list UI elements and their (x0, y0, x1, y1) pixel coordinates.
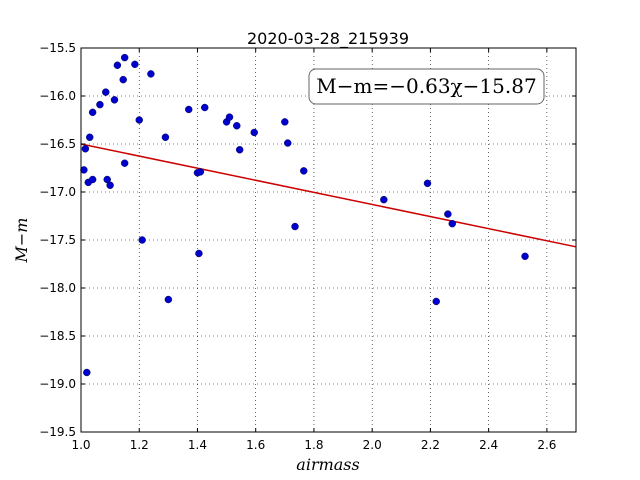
x-tick-label: 2.4 (479, 438, 498, 452)
data-point (195, 249, 203, 258)
data-point (448, 219, 456, 228)
x-tick-label: 1.6 (246, 438, 265, 452)
data-point (96, 100, 104, 109)
x-tick-label: 2.6 (537, 438, 556, 452)
data-point (281, 118, 289, 126)
data-points (80, 53, 529, 377)
data-point (88, 108, 97, 117)
data-point (83, 368, 91, 377)
data-point (201, 103, 209, 112)
data-point (86, 133, 94, 141)
data-point (250, 128, 258, 137)
data-point (120, 159, 129, 167)
data-point (119, 75, 127, 84)
x-tick-label: 1.4 (188, 438, 207, 452)
x-tick-label: 2.0 (363, 438, 382, 452)
y-tick-label: −18.0 (39, 281, 76, 295)
y-tick-label: −16.5 (39, 137, 76, 151)
data-point (138, 236, 146, 244)
fit-equation: M−m=−0.63χ−15.87 (316, 74, 536, 98)
data-point (196, 168, 205, 176)
data-point (120, 53, 129, 62)
x-tick-label: 1.0 (71, 438, 90, 452)
data-point (110, 96, 119, 104)
data-point (135, 116, 143, 124)
data-point (233, 122, 241, 130)
y-axis-label: M−m (12, 218, 31, 264)
data-point (80, 166, 88, 174)
y-tick-label: −16.0 (39, 89, 76, 103)
y-tick-label: −19.0 (39, 377, 76, 391)
x-axis-label: airmass (296, 455, 359, 474)
equation-box-frame (308, 68, 545, 105)
chart-title: 2020-03-28_215939 (247, 29, 409, 49)
data-point (291, 222, 299, 231)
fit-equation-box: M−m=−0.63χ−15.87 (308, 68, 545, 105)
data-point (88, 175, 97, 184)
data-point (423, 179, 432, 188)
fit-line (80, 143, 577, 248)
data-point (131, 60, 139, 69)
y-axis-ticks: −15.5 −16.0 −16.5 −17.0 −17.5 −18.0 −18.5 −19.0… (39, 41, 576, 439)
data-point (113, 61, 122, 69)
fit-line-group (80, 143, 577, 248)
data-point (235, 146, 244, 154)
data-point (521, 252, 529, 261)
data-point (161, 133, 170, 141)
data-point (380, 195, 388, 204)
data-point (300, 167, 308, 175)
y-tick-label: −15.5 (39, 41, 76, 55)
data-point (147, 70, 155, 78)
x-axis-ticks: 1.0 1.2 1.4 1.6 1.8 2.0 2.2 2.4 2.6 (71, 48, 556, 452)
data-point (106, 181, 114, 189)
data-point (444, 210, 452, 218)
y-tick-label: −17.0 (39, 185, 76, 199)
data-point (225, 113, 234, 121)
x-tick-label: 1.8 (304, 438, 323, 452)
data-point (185, 105, 193, 114)
data-point (284, 139, 292, 147)
x-tick-label: 2.2 (421, 438, 440, 452)
x-tick-label: 1.2 (130, 438, 149, 452)
grid (80, 47, 576, 433)
data-point (102, 88, 110, 96)
y-tick-label: −18.5 (39, 329, 76, 343)
data-point (432, 297, 440, 306)
y-tick-label: −17.5 (39, 233, 76, 247)
data-point (81, 145, 90, 153)
y-tick-label: −19.5 (39, 425, 76, 439)
data-point (164, 295, 173, 304)
